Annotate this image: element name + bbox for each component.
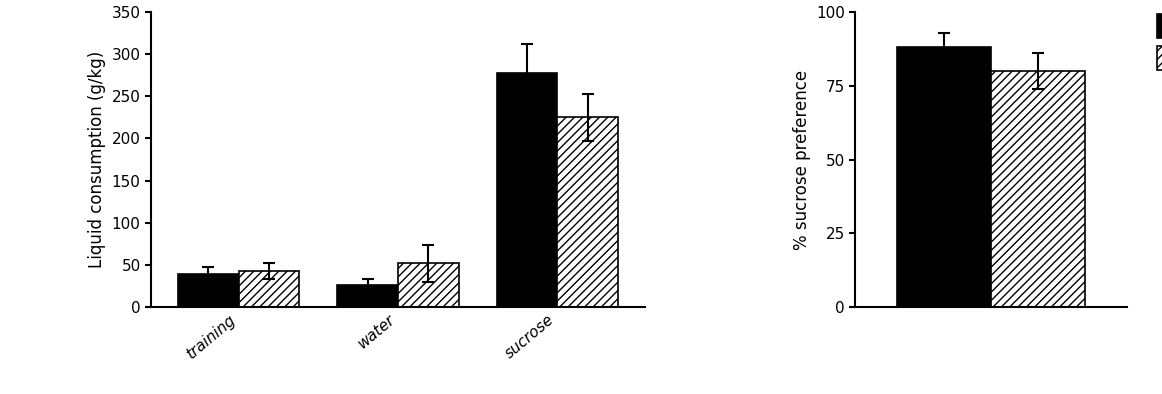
Bar [337,284,399,307]
Y-axis label: Liquid consumption (g/kg): Liquid consumption (g/kg) [88,51,106,268]
Bar [497,73,558,307]
Legend: Sham, OB: Sham, OB [1157,14,1162,70]
Y-axis label: % sucrose preference: % sucrose preference [792,69,811,250]
Bar [897,47,991,307]
Bar [178,273,238,307]
Bar [558,117,618,307]
Bar [399,264,459,307]
Bar [238,271,300,307]
Bar [991,71,1085,307]
